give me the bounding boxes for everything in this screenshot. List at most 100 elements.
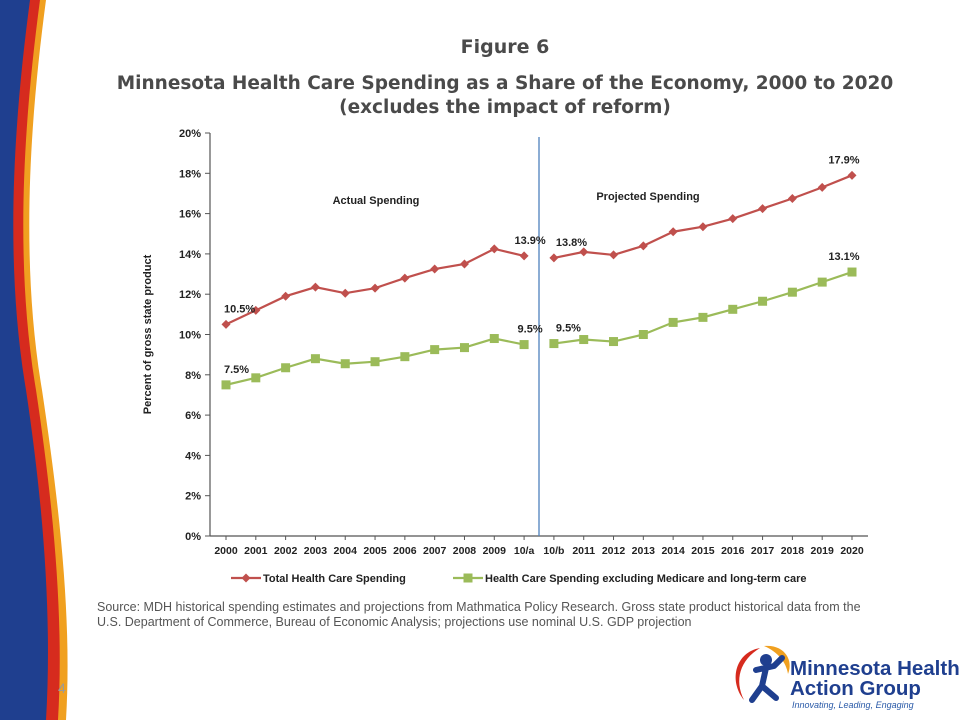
data-label: 10.5% <box>224 303 255 315</box>
series-1-point <box>221 319 231 329</box>
series-2-point <box>817 277 827 287</box>
x-tick-label: 2004 <box>334 545 358 557</box>
y-tick-label: 6% <box>185 410 201 422</box>
y-tick-label: 8% <box>185 370 201 382</box>
series-2-point <box>489 334 499 344</box>
data-label: 7.5% <box>224 364 249 376</box>
series-2-point <box>638 330 648 339</box>
x-tick-label: 2012 <box>602 545 626 557</box>
legend-marker-2 <box>463 573 473 583</box>
y-tick-label: 2% <box>185 491 201 503</box>
y-axis-label: Percent of gross state product <box>142 254 154 414</box>
data-label: 13.9% <box>514 235 545 247</box>
x-tick-label: 2007 <box>423 545 447 557</box>
data-label: 17.9% <box>828 154 859 166</box>
series-2-point <box>579 335 589 345</box>
series-line-2 <box>553 270 853 345</box>
series-1-point <box>281 291 291 301</box>
series-2-point <box>370 357 380 367</box>
series-2-point <box>400 352 410 362</box>
series-2-point <box>281 363 291 373</box>
y-tick-label: 14% <box>179 249 201 261</box>
line-chart: 0% 2% 4% 6% 8% 10% 12% 14% 16% 18% 20% 2000 2001 2002… <box>142 128 868 585</box>
x-tick-label: 2020 <box>840 545 864 557</box>
chart-title-line-2: (excludes the impact of reform) <box>339 97 671 118</box>
series-1-point <box>728 214 738 224</box>
series-1-point <box>459 259 469 269</box>
x-tick-label: 2005 <box>363 545 387 557</box>
data-label: 9.5% <box>556 323 581 335</box>
series-2-point <box>519 340 529 350</box>
series-2-point <box>340 359 350 369</box>
series-1-point <box>698 222 708 232</box>
series-2-point <box>698 312 708 322</box>
logo-figure-icon <box>735 645 790 703</box>
series-2-point <box>310 354 320 364</box>
legend-label-2: Health Care Spending excluding Medicare … <box>485 573 807 585</box>
legend-label-1: Total Health Care Spending <box>263 573 406 585</box>
region-label-actual: Actual Spending <box>333 195 420 207</box>
logo-text-line-1: Minnesota Health <box>790 657 960 680</box>
y-tick-label: 18% <box>179 168 201 180</box>
series-2-point <box>847 267 857 277</box>
series-1-point <box>579 247 589 257</box>
series-2-point <box>221 380 231 390</box>
x-tick-label: 2003 <box>304 545 328 557</box>
region-label-projected: Projected Spending <box>596 191 699 203</box>
series-1-point <box>817 182 827 192</box>
y-tick-label: 20% <box>179 128 201 140</box>
logo-text-line-2: Action Group <box>790 677 921 700</box>
series-1-point <box>519 251 529 261</box>
legend-marker-1 <box>241 573 251 583</box>
x-tick-label: 2017 <box>751 545 775 557</box>
x-tick-label: 2014 <box>661 545 685 557</box>
data-label: 9.5% <box>518 324 543 336</box>
series-2-point <box>787 287 797 297</box>
series-2-point <box>728 304 738 314</box>
x-tick-label: 2006 <box>393 545 417 557</box>
series-line-1 <box>553 174 853 260</box>
source-note: Source: MDH historical spending estimate… <box>97 600 861 629</box>
chart-title-line-1: Minnesota Health Care Spending as a Shar… <box>116 73 894 94</box>
x-tick-label: 2011 <box>572 545 595 557</box>
x-tick-label: 2002 <box>274 545 298 557</box>
y-tick-label: 10% <box>179 330 201 342</box>
x-tick-label: 2018 <box>781 545 805 557</box>
series-2-point <box>251 373 261 383</box>
series-2-point <box>549 339 559 349</box>
series-1-point <box>430 264 440 274</box>
x-tick-label: 2009 <box>483 545 507 557</box>
mnhag-logo: Minnesota Health Action Group Innovating… <box>726 640 960 712</box>
series-1-point <box>847 170 857 180</box>
logo-tagline: Innovating, Leading, Engaging <box>792 700 914 710</box>
series-1-point <box>549 253 559 263</box>
series-2-point <box>609 337 619 347</box>
x-tick-label: 2001 <box>244 545 268 557</box>
x-tick-label: 2015 <box>691 545 715 557</box>
page-number: 4 <box>58 680 66 696</box>
series-1-point <box>489 244 499 254</box>
series-1-point <box>340 288 350 298</box>
sidebar-blue-band <box>0 0 48 720</box>
figure-label: Figure 6 <box>460 36 550 58</box>
series-1-point <box>758 204 768 214</box>
series-2-point <box>758 296 768 306</box>
x-tick-label: 2016 <box>721 545 745 557</box>
x-tick-label: 2013 <box>632 545 656 557</box>
series-1-point <box>370 283 380 293</box>
y-tick-label: 12% <box>179 289 201 301</box>
data-label: 13.8% <box>556 237 587 249</box>
series-1-point <box>609 250 619 260</box>
series-1-point <box>787 193 797 203</box>
series-2-point <box>430 345 440 355</box>
x-tick-label: 10/b <box>543 545 564 557</box>
series-1-point <box>668 227 678 237</box>
chart-title: Minnesota Health Care Spending as a Shar… <box>0 72 960 120</box>
x-tick-label: 2000 <box>214 545 238 557</box>
series-1-point <box>310 282 320 292</box>
series-1-point <box>400 273 410 283</box>
y-tick-label: 16% <box>179 209 201 221</box>
data-label: 13.1% <box>828 251 859 263</box>
y-tick-label: 4% <box>185 450 201 462</box>
